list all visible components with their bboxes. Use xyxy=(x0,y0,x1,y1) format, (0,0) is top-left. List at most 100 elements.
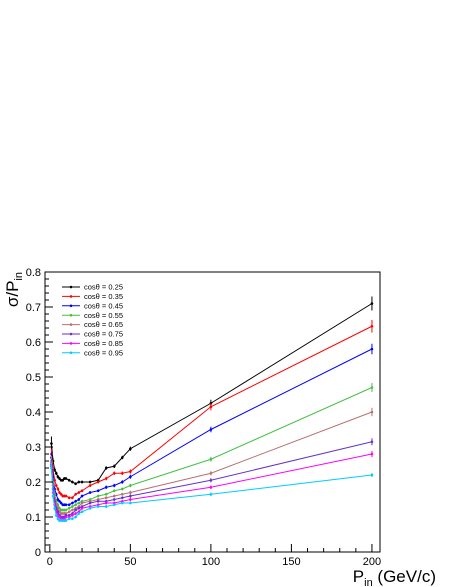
series-2-point xyxy=(370,324,374,328)
x-axis-title-suffix: (GeV/c) xyxy=(373,567,436,586)
legend-item: cosθ = 0.75 xyxy=(62,330,123,339)
y-tick-label: 0.7 xyxy=(26,302,41,314)
series-3-point xyxy=(80,494,84,498)
series-1-point xyxy=(370,302,374,305)
legend-label: cosθ = 0.85 xyxy=(84,339,123,348)
series-5-point xyxy=(129,491,132,494)
legend-marker xyxy=(69,285,73,289)
x-tick-label: 50 xyxy=(124,556,136,568)
legend-marker xyxy=(69,342,73,345)
series-6-point xyxy=(88,501,92,505)
series-4-point xyxy=(104,492,108,496)
series-8-point xyxy=(80,510,84,514)
series-3-point xyxy=(88,491,92,494)
series-5-point xyxy=(80,501,84,505)
series-8-point xyxy=(129,501,132,505)
series-3-point xyxy=(209,428,213,431)
series-7-point xyxy=(71,513,74,517)
series-2-point xyxy=(71,496,74,500)
x-tick-label: 100 xyxy=(202,556,220,568)
series-1-point xyxy=(88,480,92,484)
series-8 xyxy=(50,462,374,522)
series-7-point xyxy=(370,452,374,456)
series-1 xyxy=(50,296,374,486)
series-3-point xyxy=(370,347,374,351)
series-4-point xyxy=(67,506,71,510)
y-tick-label: 0.1 xyxy=(26,512,41,524)
y-tick-label: 0.6 xyxy=(26,337,41,349)
series-5-point xyxy=(104,496,108,500)
series-2-point xyxy=(67,496,71,500)
legend-label: cosθ = 0.75 xyxy=(84,330,123,339)
series-1-point xyxy=(56,475,60,479)
series-1-point xyxy=(121,456,124,459)
legend-item: cosθ = 0.55 xyxy=(62,311,123,320)
series-2-point xyxy=(80,489,84,493)
series-1-point xyxy=(67,478,71,482)
series-3-point xyxy=(56,498,60,501)
series-3-point xyxy=(112,484,116,487)
series-8-point xyxy=(51,494,55,498)
series-1-point xyxy=(112,464,116,468)
series-3-point xyxy=(104,485,108,489)
series-8-point xyxy=(104,505,108,508)
series-6-point xyxy=(74,508,77,512)
series-7-point xyxy=(64,515,68,519)
series-5-point xyxy=(112,494,116,498)
series-8-point xyxy=(64,519,68,522)
series-6-point xyxy=(121,496,124,500)
series-4-point xyxy=(370,386,374,389)
series-4-point xyxy=(64,508,68,512)
legend-item: cosθ = 0.65 xyxy=(62,320,123,329)
legend-marker xyxy=(69,304,73,308)
y-axis-title-main: σ/P xyxy=(3,281,22,308)
legend-label: cosθ = 0.25 xyxy=(84,283,123,292)
series-2-point xyxy=(121,471,124,475)
series-layer xyxy=(50,296,374,522)
x-axis-title: Pin (GeV/c) xyxy=(353,567,436,587)
x-tick-label: 0 xyxy=(47,556,53,568)
series-7-point xyxy=(129,498,132,501)
series-3-point xyxy=(58,499,61,503)
legend-label: cosθ = 0.55 xyxy=(84,311,123,320)
series-6-point xyxy=(129,494,132,498)
y-tick-label: 0.5 xyxy=(26,372,41,384)
series-3-point xyxy=(64,503,68,507)
series-1-point xyxy=(129,447,132,451)
series-7-point xyxy=(74,512,77,515)
series-5-point xyxy=(209,471,213,475)
series-1-point xyxy=(61,478,65,482)
series-6-point xyxy=(209,478,213,482)
legend-item: cosθ = 0.85 xyxy=(62,339,123,348)
series-6-point xyxy=(96,499,100,503)
series-2-point xyxy=(64,494,68,498)
series-3-point xyxy=(67,503,71,507)
series-4-point xyxy=(96,494,100,498)
series-8-point xyxy=(54,513,58,517)
y-tick-label: 0.2 xyxy=(26,477,41,489)
series-3-point xyxy=(59,501,63,505)
y-tick-label: 0.8 xyxy=(26,267,41,279)
y-tick-label: 0.4 xyxy=(26,407,41,419)
legend-label: cosθ = 0.95 xyxy=(84,348,123,357)
series-7-point xyxy=(58,515,61,519)
series-2-point xyxy=(96,480,100,484)
series-3-point xyxy=(71,501,74,505)
series-8-point xyxy=(370,473,374,477)
series-8-point xyxy=(50,466,53,470)
series-3-point xyxy=(77,498,81,501)
series-8-point xyxy=(96,505,100,508)
series-1-point xyxy=(64,477,68,480)
series-4-point xyxy=(74,503,77,507)
series-7-point xyxy=(80,506,84,510)
legend-label: cosθ = 0.45 xyxy=(84,301,123,310)
series-3-point xyxy=(74,499,77,503)
series-2-point xyxy=(77,491,81,494)
series-4-point xyxy=(129,484,132,487)
series-8-point xyxy=(53,506,56,510)
series-1-point xyxy=(77,480,81,484)
series-8-point xyxy=(112,503,116,507)
